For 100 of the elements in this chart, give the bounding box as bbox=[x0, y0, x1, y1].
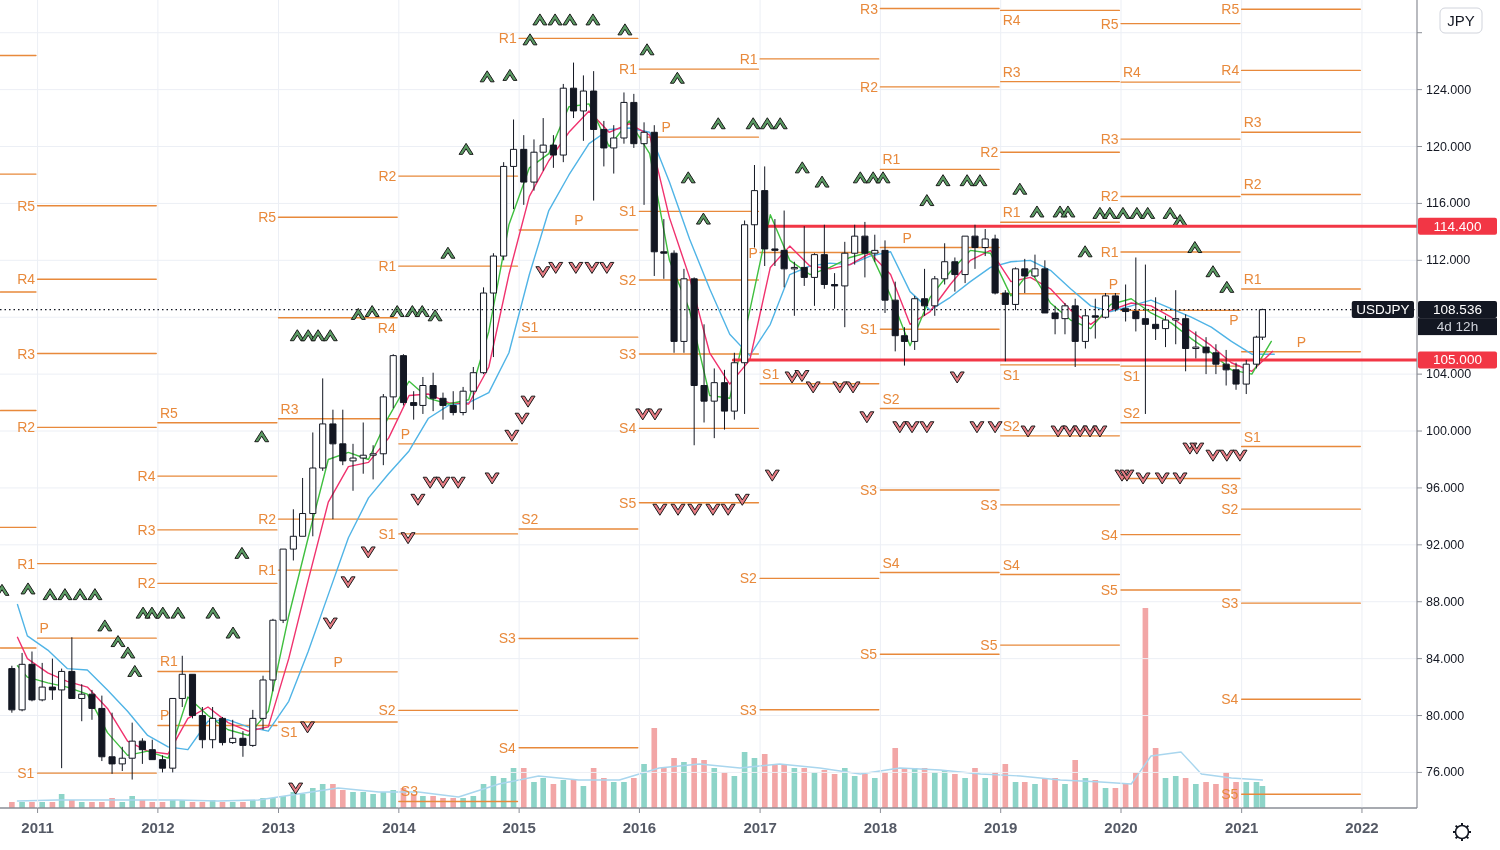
candlestick bbox=[369, 444, 377, 480]
text: P bbox=[748, 244, 758, 261]
bar bbox=[350, 792, 356, 808]
x-tick-label: 2017 bbox=[743, 819, 777, 836]
text: S3 bbox=[860, 482, 878, 499]
data-label: 105.000 bbox=[1433, 352, 1482, 368]
text: R1 bbox=[17, 555, 36, 572]
bar bbox=[420, 796, 426, 808]
candlestick bbox=[820, 224, 828, 290]
candlestick bbox=[650, 124, 658, 277]
candlestick bbox=[419, 376, 427, 415]
text: R2 bbox=[1100, 188, 1119, 205]
candlestick bbox=[520, 134, 528, 206]
text: R3 bbox=[1100, 131, 1119, 148]
y-tick-label: 120.000 bbox=[1426, 139, 1472, 154]
bar bbox=[309, 788, 316, 808]
candlestick bbox=[761, 165, 769, 267]
text: P bbox=[902, 229, 912, 246]
point bbox=[514, 412, 530, 425]
point bbox=[1189, 442, 1205, 455]
candlestick bbox=[8, 665, 16, 714]
point bbox=[450, 476, 466, 489]
bar bbox=[601, 778, 607, 808]
point bbox=[1135, 472, 1151, 485]
bar bbox=[280, 796, 286, 808]
text: S3 bbox=[1220, 480, 1238, 497]
candlestick bbox=[1212, 343, 1220, 375]
candlestick bbox=[289, 508, 297, 561]
text: S2 bbox=[378, 702, 396, 719]
text: P bbox=[574, 212, 584, 229]
candlestick bbox=[389, 353, 397, 409]
candlestick bbox=[449, 390, 457, 416]
bar bbox=[1062, 784, 1068, 808]
text: R3 bbox=[860, 0, 878, 17]
x-tick-label: 2020 bbox=[1104, 819, 1138, 836]
series-label: S1 bbox=[280, 723, 298, 740]
x-tick-label: 2013 bbox=[261, 819, 296, 836]
candlestick bbox=[559, 83, 567, 163]
candlestick bbox=[188, 673, 197, 719]
candlestick bbox=[98, 695, 106, 762]
ref-line-label: 108.536 bbox=[1433, 302, 1482, 318]
series-label: S2 bbox=[521, 511, 539, 528]
x-tick-label: 2021 bbox=[1224, 819, 1259, 836]
point bbox=[969, 421, 985, 434]
candlestick bbox=[209, 706, 217, 749]
point bbox=[832, 381, 848, 394]
bar bbox=[681, 762, 687, 808]
candlestick bbox=[660, 218, 668, 280]
text: S5 bbox=[1100, 581, 1118, 598]
text: 4d 12h bbox=[1436, 319, 1479, 335]
series-label: S4 bbox=[882, 554, 900, 571]
bar bbox=[610, 782, 617, 808]
text: R3 bbox=[1243, 114, 1262, 131]
candlestick bbox=[48, 658, 56, 701]
bar bbox=[1072, 760, 1078, 808]
point bbox=[340, 576, 356, 589]
point bbox=[584, 261, 600, 274]
point bbox=[548, 261, 564, 274]
candlestick bbox=[88, 689, 96, 721]
bar bbox=[1243, 782, 1250, 808]
bar bbox=[430, 796, 436, 808]
point bbox=[904, 421, 920, 434]
text: S1 bbox=[521, 319, 539, 336]
y-tick-label: 88.000 bbox=[1426, 594, 1465, 609]
candlestick bbox=[399, 353, 408, 406]
text: S4 bbox=[1100, 526, 1118, 543]
candlestick bbox=[78, 683, 86, 722]
point bbox=[720, 503, 736, 516]
candlestick bbox=[991, 234, 999, 295]
text: R4 bbox=[377, 319, 396, 336]
candlestick bbox=[620, 91, 628, 145]
bar bbox=[691, 758, 697, 808]
bar bbox=[841, 768, 848, 808]
candlestick bbox=[730, 352, 738, 421]
bar bbox=[1042, 778, 1048, 808]
candlestick bbox=[309, 431, 317, 537]
text: S1 bbox=[619, 203, 637, 220]
candlestick bbox=[269, 618, 277, 692]
bar bbox=[1052, 778, 1058, 808]
y-axis-title: JPY bbox=[1447, 12, 1475, 29]
bar bbox=[330, 784, 336, 808]
text: R4 bbox=[17, 271, 36, 288]
candlestick bbox=[579, 74, 587, 142]
text: R4 bbox=[1221, 62, 1240, 79]
text: R1 bbox=[882, 151, 901, 168]
text: S1 bbox=[1243, 428, 1261, 445]
candlestick bbox=[299, 477, 307, 537]
text: S4 bbox=[1221, 691, 1239, 708]
point bbox=[734, 493, 750, 506]
point bbox=[892, 421, 908, 434]
candlestick bbox=[339, 409, 347, 466]
candlestick bbox=[500, 161, 508, 261]
x-tick-label: 2015 bbox=[502, 819, 536, 836]
text: S1 bbox=[1123, 368, 1141, 385]
point bbox=[805, 381, 821, 394]
bar bbox=[1032, 784, 1038, 808]
text: S3 bbox=[739, 701, 757, 718]
candlestick bbox=[1192, 330, 1200, 359]
bar bbox=[952, 774, 958, 808]
candlestick bbox=[831, 272, 839, 310]
